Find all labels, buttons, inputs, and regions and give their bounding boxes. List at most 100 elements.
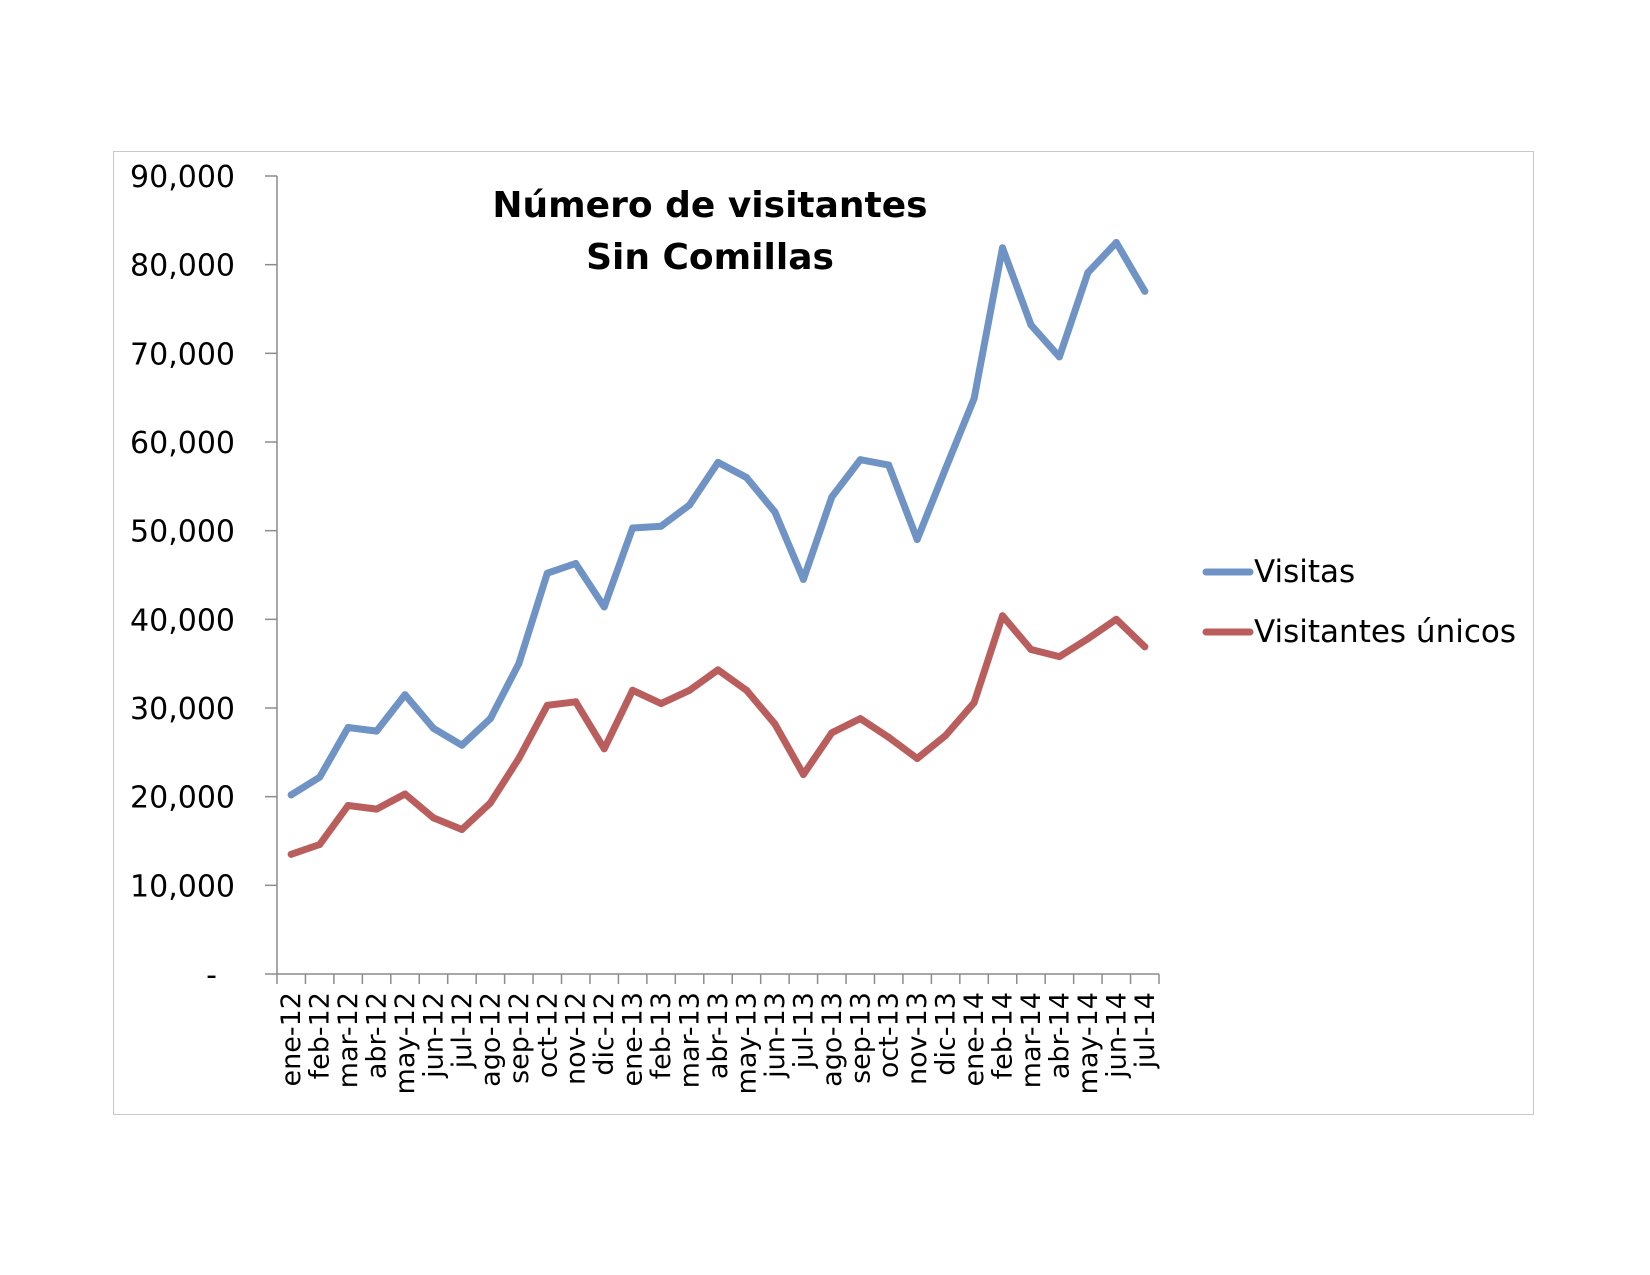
x-tick-label: ene-14 — [959, 992, 990, 1086]
data-point — [316, 773, 324, 781]
data-point — [942, 731, 950, 739]
data-point — [999, 244, 1007, 252]
x-tick-label: oct-13 — [874, 992, 905, 1078]
data-point — [629, 686, 637, 694]
data-point — [486, 715, 494, 723]
data-point — [373, 727, 381, 735]
x-tick-label: jul-13 — [788, 992, 819, 1069]
x-tick-label: dic-13 — [931, 992, 962, 1076]
y-tick-label: 70,000 — [130, 337, 235, 372]
data-point — [344, 724, 352, 732]
line-chart: Número de visitantes Sin Comillas - 10,000… — [130, 160, 1516, 1094]
data-point — [1112, 239, 1120, 246]
x-axis: ene-12feb-12mar-12abr-12may-12jun-12jul-… — [276, 973, 1161, 1094]
x-tick-label: abr-12 — [362, 992, 393, 1079]
data-point — [714, 666, 722, 674]
data-point — [1055, 653, 1063, 661]
x-tick-label: abr-14 — [1044, 992, 1075, 1079]
data-point — [970, 699, 978, 707]
legend-label: Visitantes únicos — [1254, 614, 1516, 650]
x-tick-label: oct-12 — [532, 992, 563, 1078]
data-point — [885, 461, 893, 469]
data-point — [686, 501, 694, 509]
x-tick-label: may-13 — [731, 992, 762, 1094]
data-point — [913, 755, 921, 763]
data-point — [1084, 269, 1092, 277]
x-tick-label: nov-12 — [561, 992, 592, 1085]
data-point — [1141, 287, 1149, 295]
data-point — [600, 603, 608, 611]
x-tick-label: mar-14 — [1016, 992, 1047, 1088]
y-tick-label: 10,000 — [130, 869, 235, 904]
data-point — [1027, 321, 1035, 329]
data-point — [1112, 615, 1120, 623]
x-tick-label: ago-12 — [475, 992, 506, 1087]
y-tick-label: 30,000 — [130, 692, 235, 727]
data-point — [1027, 645, 1035, 653]
y-tick-label: 40,000 — [130, 603, 235, 638]
chart-title: Número de visitantes Sin Comillas — [492, 185, 927, 278]
y-tick-label: 20,000 — [130, 781, 235, 816]
chart-title-line: Sin Comillas — [586, 237, 834, 278]
data-point — [799, 575, 807, 583]
data-point — [543, 569, 551, 577]
data-point — [1141, 643, 1149, 651]
data-point — [543, 701, 551, 709]
data-point — [572, 698, 580, 706]
data-point — [885, 733, 893, 741]
data-point — [344, 802, 352, 810]
data-point — [373, 805, 381, 813]
y-tick-label: 50,000 — [130, 515, 235, 550]
series-lines — [287, 239, 1149, 858]
chart-title-line: Número de visitantes — [492, 185, 927, 226]
data-point — [771, 508, 779, 516]
data-point — [429, 814, 437, 822]
data-point — [714, 458, 722, 466]
y-tick-label: - — [206, 958, 217, 993]
data-point — [742, 473, 750, 481]
x-tick-label: sep-12 — [504, 992, 535, 1084]
data-point — [999, 612, 1007, 620]
data-point — [401, 790, 409, 798]
data-point — [970, 395, 978, 403]
chart-frame: Número de visitantes Sin Comillas - 10,000… — [113, 151, 1534, 1115]
x-tick-label: jun-12 — [418, 992, 449, 1079]
data-point — [486, 799, 494, 807]
data-point — [799, 771, 807, 778]
x-tick-label: mar-12 — [333, 992, 364, 1088]
data-point — [629, 524, 637, 532]
x-tick-label: abr-13 — [703, 992, 734, 1079]
data-point — [657, 522, 665, 530]
x-tick-label: feb-13 — [646, 992, 677, 1079]
data-point — [401, 691, 409, 699]
data-point — [942, 465, 950, 473]
data-point — [515, 755, 523, 763]
data-point — [515, 660, 523, 668]
data-point — [1084, 635, 1092, 643]
data-point — [657, 700, 665, 708]
x-tick-label: feb-14 — [988, 992, 1019, 1079]
x-tick-label: ene-12 — [276, 992, 307, 1086]
data-point — [856, 715, 864, 723]
x-tick-label: jul-14 — [1130, 992, 1161, 1069]
x-tick-label: dic-12 — [589, 992, 620, 1076]
x-tick-label: may-14 — [1073, 992, 1104, 1094]
y-axis: - 10,000 20,000 30,000 40,000 50,000 60,000 70,… — [130, 160, 278, 993]
legend-label: Visitas — [1254, 554, 1355, 590]
x-tick-label: jul-12 — [447, 992, 478, 1069]
data-point — [458, 741, 466, 749]
x-tick-label: feb-12 — [305, 992, 336, 1079]
y-tick-label: 80,000 — [130, 249, 235, 284]
series-line-visitas — [287, 239, 1149, 799]
data-point — [742, 686, 750, 694]
x-tick-label: ago-13 — [817, 992, 848, 1087]
series-line-visitantes-unicos — [287, 612, 1149, 858]
data-point — [429, 724, 437, 732]
x-tick-label: ene-13 — [618, 992, 649, 1086]
data-point — [287, 850, 295, 858]
legend: Visitas Visitantes únicos — [1202, 554, 1516, 650]
data-point — [913, 536, 921, 544]
y-tick-label: 60,000 — [130, 426, 235, 461]
data-point — [856, 456, 864, 464]
data-point — [458, 825, 466, 833]
